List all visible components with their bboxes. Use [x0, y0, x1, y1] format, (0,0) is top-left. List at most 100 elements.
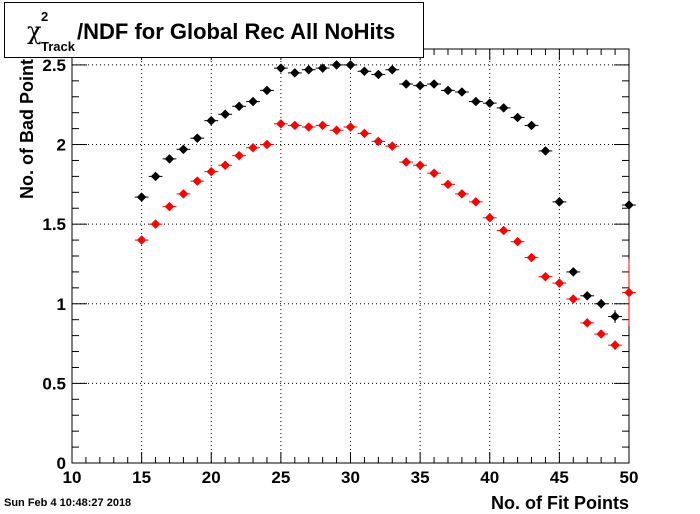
data-point: [498, 103, 509, 113]
plot-frame: [71, 48, 630, 464]
data-point: [164, 154, 175, 164]
data-point: [484, 98, 495, 108]
data-point: [526, 120, 537, 131]
data-point: [289, 68, 300, 78]
data-point: [443, 85, 453, 96]
data-point: [289, 120, 300, 131]
data-point: [136, 192, 147, 202]
data-point: [429, 168, 439, 179]
x-tick-label: 30: [341, 468, 360, 487]
axis-ticks: [71, 48, 630, 464]
grid: [72, 49, 629, 463]
data-point: [220, 160, 231, 171]
data-point: [150, 171, 161, 182]
data-point: [303, 122, 314, 132]
data-point: [415, 160, 425, 171]
y-tick-label: 1: [57, 295, 66, 314]
chi-subscript: Track: [41, 39, 75, 54]
data-point: [164, 201, 175, 212]
data-point: [610, 311, 620, 322]
data-point: [192, 133, 203, 144]
data-point: [136, 235, 147, 245]
data-point: [276, 118, 286, 129]
data-point: [234, 150, 244, 161]
x-tick-label: 50: [620, 468, 639, 487]
x-axis-label: No. of Fit Points: [491, 493, 629, 513]
data-point: [401, 79, 412, 89]
data-point: [554, 278, 565, 288]
data-point: [331, 125, 342, 136]
data-point: [610, 340, 620, 351]
data-point: [429, 79, 439, 89]
data-point: [470, 197, 481, 207]
data-point: [554, 197, 565, 207]
data-point: [220, 109, 231, 120]
data-point: [248, 142, 258, 153]
data-point: [582, 290, 593, 301]
data-point: [262, 139, 272, 150]
data-point: [178, 144, 189, 155]
data-point: [568, 267, 579, 277]
data-point: [317, 63, 328, 73]
data-point: [248, 96, 258, 107]
y-tick-label: 2: [57, 136, 66, 155]
title-box: χ 2 Track /NDF for Global Rec All NoHits: [4, 2, 424, 58]
data-points: [134, 60, 636, 351]
data-point: [206, 115, 217, 126]
data-point: [303, 64, 314, 75]
data-point: [470, 96, 481, 107]
data-point: [512, 236, 523, 247]
chi-symbol: χ: [27, 17, 42, 45]
data-point: [234, 101, 244, 112]
data-point: [192, 176, 203, 187]
data-point: [540, 146, 551, 156]
data-point: [359, 128, 370, 139]
data-point: [582, 318, 593, 328]
data-point: [387, 64, 398, 75]
data-point: [276, 63, 286, 73]
data-point: [512, 112, 523, 123]
x-tick-label: 20: [202, 468, 221, 487]
tick-labels: 10 15 20 25 30 35 40 45 50 0 0.5 1 1.5 2 2.5: [42, 56, 638, 487]
data-point: [415, 80, 425, 91]
data-point: [317, 120, 328, 131]
series-red: [134, 118, 636, 351]
data-point: [373, 69, 384, 80]
x-tick-label: 45: [550, 468, 569, 487]
chart-title: /NDF for Global Rec All NoHits: [77, 19, 396, 44]
data-point: [150, 219, 161, 230]
y-axis-label: No. of Bad Points: [17, 49, 37, 199]
data-point: [568, 294, 579, 304]
chi-superscript: 2: [41, 9, 49, 24]
x-tick-label: 35: [411, 468, 430, 487]
data-point: [262, 85, 272, 96]
datestamp: Sun Feb 4 10:48:27 2018: [4, 497, 132, 509]
data-point: [596, 329, 607, 339]
data-point: [373, 136, 384, 147]
data-point: [401, 157, 412, 167]
data-point: [498, 225, 509, 236]
data-point: [457, 189, 467, 199]
series-black: [134, 60, 636, 323]
data-point: [443, 179, 453, 190]
data-point: [345, 122, 356, 132]
y-tick-label: 2.5: [42, 56, 66, 75]
data-point: [624, 287, 634, 298]
data-point: [178, 189, 189, 199]
data-point: [540, 271, 551, 282]
x-tick-label: 10: [63, 468, 82, 487]
data-point: [387, 141, 398, 151]
x-tick-label: 25: [271, 468, 290, 487]
data-point: [484, 212, 495, 223]
data-point: [457, 87, 467, 97]
y-tick-label: 1.5: [42, 215, 66, 234]
y-tick-label: 0.5: [42, 374, 66, 393]
data-point: [526, 252, 537, 263]
data-point: [331, 60, 342, 70]
data-point: [345, 60, 356, 70]
data-point: [359, 66, 370, 77]
x-tick-label: 15: [132, 468, 151, 487]
data-point: [206, 166, 217, 177]
y-tick-label: 0: [57, 454, 66, 473]
